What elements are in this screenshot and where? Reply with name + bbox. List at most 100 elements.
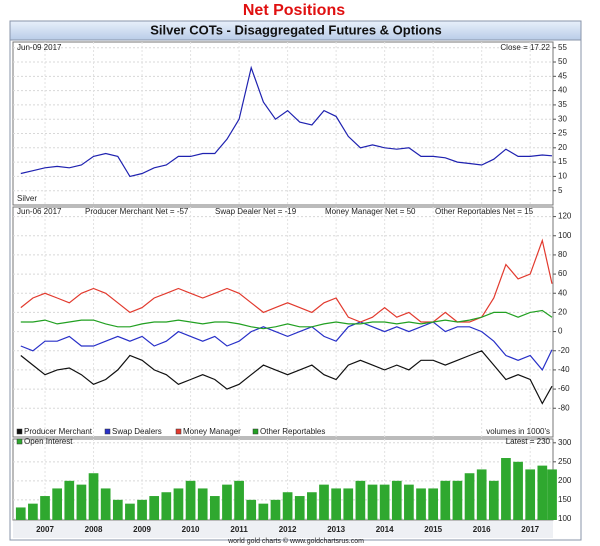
y-tick-label: 40 xyxy=(558,288,567,297)
y-tick-label: 30 xyxy=(558,114,567,123)
annotation: Swap Dealer Net = -19 xyxy=(215,207,297,216)
bar xyxy=(501,458,511,520)
bar xyxy=(185,480,196,520)
bar xyxy=(100,488,111,520)
bar xyxy=(161,492,172,520)
x-tick-label: 2016 xyxy=(473,525,491,534)
series-line xyxy=(20,65,553,178)
legend-swatch xyxy=(104,428,111,435)
bar xyxy=(416,488,426,520)
bar xyxy=(270,499,281,520)
bar xyxy=(391,480,402,520)
x-tick-label: 2009 xyxy=(133,525,151,534)
series-line xyxy=(20,238,553,323)
bar xyxy=(173,488,184,520)
y-tick-label: 0 xyxy=(558,327,563,336)
bar xyxy=(52,488,63,520)
annotation: Jun-09 2017 xyxy=(17,43,62,52)
bar xyxy=(64,480,75,520)
legend-label: Open Interest xyxy=(24,437,73,446)
annotation: Other Reportables Net = 15 xyxy=(435,207,534,216)
legend-swatch xyxy=(16,428,23,435)
series-line xyxy=(20,350,553,405)
frame xyxy=(9,39,582,541)
x-axis-strip xyxy=(13,521,553,538)
y-tick-label: 100 xyxy=(558,231,572,240)
x-tick-label: 2008 xyxy=(85,525,103,534)
y-tick-label: 55 xyxy=(558,43,567,52)
annotation: Producer Merchant Net = -57 xyxy=(85,207,189,216)
bar xyxy=(331,488,341,520)
chart-subtitle: Silver COTs - Disaggregated Futures & Op… xyxy=(150,22,442,37)
bar xyxy=(112,499,123,520)
legend-label: Money Manager xyxy=(183,427,241,436)
bar xyxy=(137,499,147,520)
y-tick-label: 5 xyxy=(558,186,563,195)
panel xyxy=(12,41,554,206)
y-tick-label: 120 xyxy=(558,212,572,221)
bar xyxy=(476,469,487,520)
bar xyxy=(197,488,208,520)
y-tick-label: 250 xyxy=(558,457,572,466)
bar xyxy=(246,499,257,520)
y-tick-label: 15 xyxy=(558,157,567,166)
x-tick-label: 2014 xyxy=(376,525,394,534)
y-tick-label: 35 xyxy=(558,100,567,109)
series-line xyxy=(20,321,553,371)
bar xyxy=(319,484,329,520)
series-line xyxy=(20,309,553,330)
bar xyxy=(15,507,26,520)
y-tick-label: -20 xyxy=(558,346,570,355)
bar xyxy=(294,496,305,520)
x-tick-label: 2017 xyxy=(521,525,539,534)
y-tick-label: 10 xyxy=(558,172,567,181)
legend-label: Swap Dealers xyxy=(112,427,162,436)
bar xyxy=(355,480,366,520)
annotation: volumes in 1000's xyxy=(486,427,550,436)
annotation: Close = 17.22 xyxy=(500,43,550,52)
bar xyxy=(222,484,232,520)
y-tick-label: 60 xyxy=(558,269,567,278)
bar xyxy=(367,484,378,520)
bar xyxy=(404,484,414,520)
y-tick-label: 300 xyxy=(558,438,572,447)
annotation: Jun-06 2017 xyxy=(17,207,62,216)
x-tick-label: 2015 xyxy=(424,525,442,534)
y-tick-label: 80 xyxy=(558,250,567,259)
x-tick-label: 2013 xyxy=(327,525,345,534)
bar xyxy=(343,488,354,520)
legend-swatch xyxy=(16,438,23,445)
bar xyxy=(525,469,536,520)
y-tick-label: 20 xyxy=(558,143,567,152)
bar xyxy=(379,484,390,520)
y-tick-label: -40 xyxy=(558,365,570,374)
y-tick-label: 25 xyxy=(558,129,567,138)
legend-label: Other Reportables xyxy=(260,427,325,436)
y-tick-label: 200 xyxy=(558,476,572,485)
bar xyxy=(513,461,523,520)
bar xyxy=(428,488,439,520)
legend-swatch xyxy=(252,428,259,435)
x-tick-label: 2010 xyxy=(182,525,200,534)
bar xyxy=(488,480,499,520)
y-tick-label: 150 xyxy=(558,495,572,504)
bar xyxy=(40,496,50,520)
page-title: Net Positions xyxy=(243,2,345,19)
bar xyxy=(28,503,38,520)
y-tick-label: -80 xyxy=(558,403,570,412)
bar xyxy=(537,465,548,520)
bar xyxy=(125,503,135,520)
x-tick-label: 2007 xyxy=(36,525,54,534)
annotation: Silver xyxy=(17,194,37,203)
legend-swatch xyxy=(175,428,182,435)
bar xyxy=(76,484,87,520)
footer: world gold charts © www.goldchartsrus.co… xyxy=(227,537,364,545)
bar xyxy=(547,469,557,520)
y-tick-label: 50 xyxy=(558,57,567,66)
bar xyxy=(149,496,160,520)
bar xyxy=(282,492,293,520)
bar xyxy=(440,480,451,520)
legend-label: Producer Merchant xyxy=(24,427,93,436)
bar xyxy=(307,492,317,520)
